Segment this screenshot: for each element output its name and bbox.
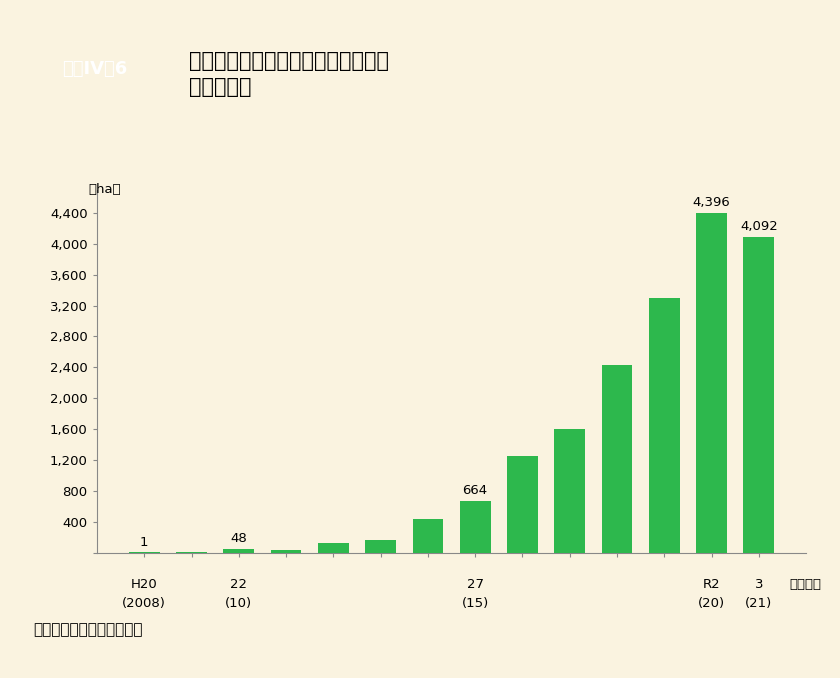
Text: 1: 1 xyxy=(140,536,149,549)
Bar xyxy=(223,549,255,553)
Text: 48: 48 xyxy=(230,532,247,545)
Bar xyxy=(459,501,491,553)
Text: 27: 27 xyxy=(467,578,484,591)
Bar xyxy=(601,365,633,553)
Text: (15): (15) xyxy=(461,597,489,610)
Bar xyxy=(648,298,680,553)
Text: 664: 664 xyxy=(463,485,488,498)
Text: 4,396: 4,396 xyxy=(693,197,730,210)
Text: (2008): (2008) xyxy=(123,597,166,610)
Text: （ha）: （ha） xyxy=(88,183,121,196)
Bar xyxy=(365,540,396,553)
Text: 3: 3 xyxy=(754,578,763,591)
Bar xyxy=(696,214,727,553)
Bar xyxy=(412,519,444,553)
Bar xyxy=(270,551,302,553)
Bar xyxy=(743,237,774,553)
Text: 4,092: 4,092 xyxy=(740,220,778,233)
Text: R2: R2 xyxy=(703,578,721,591)
Text: （年度）: （年度） xyxy=(790,578,822,591)
Text: 22: 22 xyxy=(230,578,247,591)
Text: (20): (20) xyxy=(698,597,725,610)
Bar xyxy=(507,456,538,553)
Text: (21): (21) xyxy=(745,597,773,610)
Bar xyxy=(318,542,349,553)
Text: H20: H20 xyxy=(131,578,158,591)
Text: 国有林野におけるコンテナ苗の植栽: 国有林野におけるコンテナ苗の植栽 xyxy=(189,51,389,71)
Text: (10): (10) xyxy=(225,597,252,610)
Text: 資料IV－6: 資料IV－6 xyxy=(62,60,127,79)
Bar xyxy=(554,429,585,553)
Text: 資料：林野庁業務課調べ。: 資料：林野庁業務課調べ。 xyxy=(34,622,143,637)
Text: 面積の推移: 面積の推移 xyxy=(189,77,251,97)
